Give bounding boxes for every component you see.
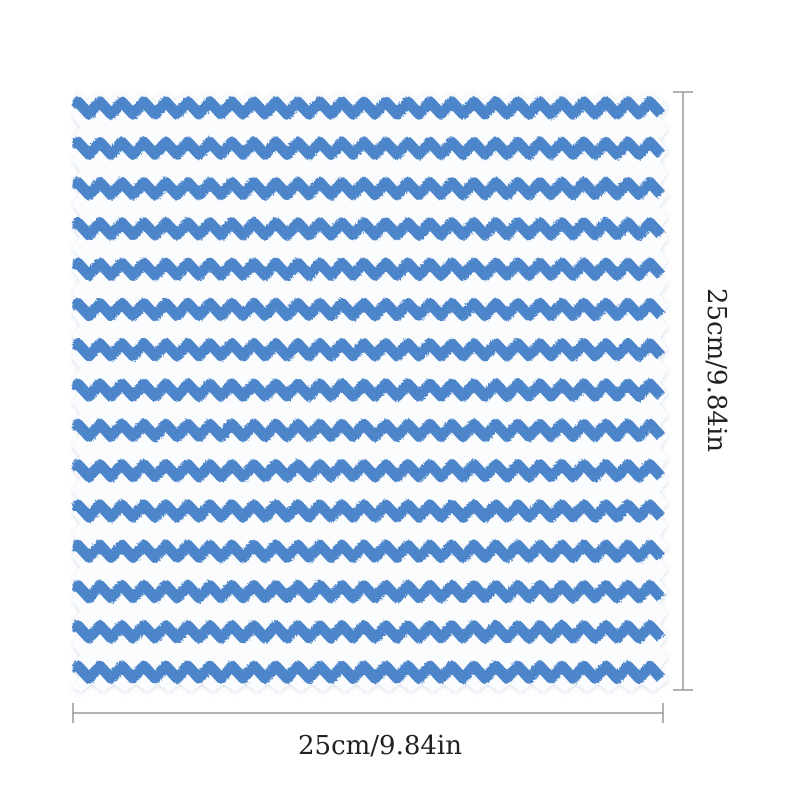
stripe xyxy=(72,257,666,281)
stripe xyxy=(72,660,666,684)
stripe xyxy=(72,177,666,201)
width-dimension xyxy=(72,703,664,723)
stripe xyxy=(72,459,666,483)
stripe xyxy=(72,338,666,362)
stripe xyxy=(72,378,666,402)
height-label: 25cm/9.84in xyxy=(701,288,731,452)
stripe xyxy=(72,499,666,523)
stripes xyxy=(72,96,666,684)
cloth xyxy=(72,92,668,692)
stripe xyxy=(72,298,666,321)
stripe xyxy=(72,539,666,563)
stripe xyxy=(72,620,666,644)
stripe xyxy=(72,418,666,442)
stripe xyxy=(72,580,666,604)
stripe xyxy=(72,217,666,241)
height-dimension xyxy=(673,91,693,691)
width-label: 25cm/9.84in xyxy=(298,731,462,761)
stripe xyxy=(72,96,666,120)
stripe xyxy=(72,136,666,160)
